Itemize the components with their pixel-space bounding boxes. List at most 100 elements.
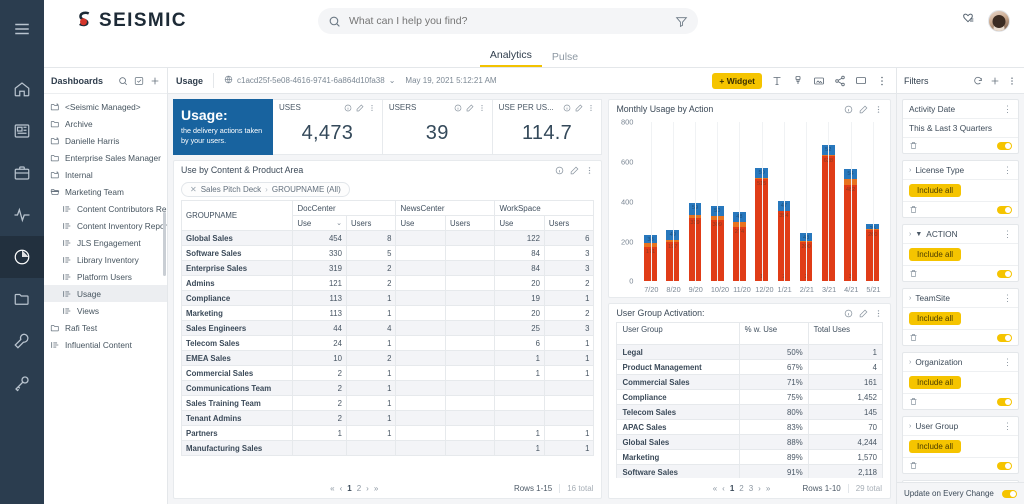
pager-last[interactable]: » (765, 483, 771, 493)
tab-pulse[interactable]: Pulse (551, 51, 579, 63)
filter-card-header[interactable]: › ▼ ACTION ⋮ (903, 225, 1018, 244)
add-icon[interactable] (150, 76, 160, 86)
pager-first[interactable]: « (712, 483, 718, 493)
info-icon[interactable] (563, 104, 571, 112)
chevron-right-icon[interactable]: › (909, 166, 912, 174)
update-on-change-toggle[interactable] (1002, 489, 1017, 498)
text-icon[interactable] (771, 75, 783, 87)
table-row[interactable]: Enterprise Sales 319 2 84 3 (180, 260, 595, 276)
info-icon[interactable] (344, 104, 352, 112)
pulse-icon[interactable] (0, 194, 44, 236)
filter-toggle[interactable] (997, 397, 1012, 406)
pager-prev[interactable]: ‹ (339, 483, 343, 493)
chevron-right-icon[interactable]: › (909, 422, 912, 430)
filter-pill[interactable]: Include all (909, 440, 962, 453)
col-workspace[interactable]: WorkSpace (494, 200, 595, 216)
table-row[interactable]: Manufacturing Sales 1 1 (180, 440, 595, 456)
table-row[interactable]: Marketing 113 1 20 2 (180, 305, 595, 321)
home-icon[interactable] (0, 68, 44, 110)
edit-icon[interactable] (356, 104, 364, 112)
col-pct-with-use[interactable]: % w. Use (738, 322, 809, 346)
more-icon[interactable] (874, 309, 883, 318)
chevron-right-icon[interactable]: › (909, 294, 912, 302)
edit-list-icon[interactable] (134, 76, 144, 86)
sort-caret-icon[interactable]: ⌄ (336, 219, 342, 227)
wrench-icon[interactable] (0, 320, 44, 362)
col-doccenter[interactable]: DocCenter (292, 200, 397, 216)
more-icon[interactable] (1007, 76, 1017, 86)
filter-card-header[interactable]: › Organization ⋮ (903, 353, 1018, 372)
table-row[interactable]: Software Sales 91% 2,118 (616, 464, 884, 478)
table-row[interactable]: Legal 50% 1 (616, 344, 884, 361)
pager-page-2[interactable]: 2 (356, 483, 362, 493)
more-icon[interactable]: ⋮ (1003, 103, 1012, 114)
table-row[interactable]: Commercial Sales 71% 161 (616, 374, 884, 391)
dashboard-guid[interactable]: c1acd25f-5e08-4616-9741-6a864d10fa38 ⌄ (224, 75, 395, 86)
more-icon[interactable]: ⋮ (1003, 164, 1012, 175)
col-workspace-use[interactable]: Use (494, 215, 545, 231)
table-row[interactable]: Compliance 113 1 19 1 (180, 290, 595, 306)
table-row[interactable]: Commercial Sales 2 1 1 1 (180, 365, 595, 381)
seismic-logo[interactable]: SEISMIC (76, 10, 187, 32)
table-row[interactable]: Tenant Admins 2 1 (180, 410, 595, 426)
trash-icon[interactable] (909, 269, 918, 278)
trash-icon[interactable] (909, 461, 918, 470)
filter-pill[interactable]: Include all (909, 248, 962, 261)
dashboards-scrollbar[interactable] (163, 212, 166, 276)
global-search[interactable] (317, 8, 698, 34)
tab-analytics[interactable]: Analytics (479, 49, 542, 67)
filter-card-header[interactable]: › TeamSite ⋮ (903, 289, 1018, 308)
add-icon[interactable] (990, 76, 1000, 86)
col-groupname[interactable]: GROUPNAME (180, 200, 294, 231)
sidebar-item-content-contributors-report[interactable]: Content Contributors Rep... (44, 200, 167, 217)
table-row[interactable]: Partners 1 1 1 1 (180, 425, 595, 441)
sidebar-item-rafi-test[interactable]: Rafi Test (44, 319, 167, 336)
edit-icon[interactable] (575, 104, 583, 112)
pager-last[interactable]: » (373, 483, 379, 493)
pager-page-2[interactable]: 2 (739, 483, 744, 493)
filter-card-header[interactable]: Activity Date ⋮ (903, 100, 1018, 119)
table-row[interactable]: Telecom Sales 24 1 6 1 (180, 335, 595, 351)
chevron-down-icon[interactable]: ⌄ (388, 76, 396, 85)
filter-toggle[interactable] (997, 141, 1012, 150)
more-icon[interactable] (587, 104, 595, 112)
info-icon[interactable] (555, 166, 564, 175)
more-icon[interactable]: ⋮ (1003, 356, 1012, 367)
sidebar-item-seismic-managed[interactable]: <Seismic Managed> (44, 98, 167, 115)
sidebar-item-influential-content[interactable]: Influential Content (44, 336, 167, 353)
chart-bar[interactable]: 59 319 (688, 122, 702, 282)
col-doccenter-users[interactable]: Users (345, 215, 397, 231)
col-newscenter-use[interactable]: Use (395, 215, 446, 231)
filter-pill[interactable]: Include all (909, 312, 962, 325)
pager-first[interactable]: « (330, 483, 335, 493)
trash-icon[interactable] (909, 333, 918, 342)
more-icon[interactable] (876, 75, 888, 87)
pager-next[interactable]: › (758, 483, 761, 493)
table-row[interactable]: Communications Team 2 1 (180, 380, 595, 396)
col-user-group[interactable]: User Group (616, 322, 740, 346)
filter-icon[interactable] (675, 15, 688, 28)
trash-icon[interactable] (909, 205, 918, 214)
sidebar-item-usage[interactable]: Usage (44, 285, 167, 302)
table-row[interactable]: Telecom Sales 80% 145 (616, 404, 884, 421)
edit-icon[interactable] (859, 309, 868, 318)
col-workspace-users[interactable]: Users (543, 215, 595, 231)
pager-next[interactable]: › (366, 483, 369, 493)
pager-page-1[interactable]: 1 (347, 483, 352, 493)
col-total-uses[interactable]: Total Uses (807, 322, 884, 346)
filter-toggle[interactable] (997, 205, 1012, 214)
chart-bar[interactable]: 50 309 (710, 122, 724, 282)
sidebar-item-platform-users[interactable]: Platform Users (44, 268, 167, 285)
table-row[interactable]: Marketing 89% 1,570 (616, 449, 884, 466)
table-row[interactable]: EMEA Sales 10 2 1 1 (180, 350, 595, 366)
more-icon[interactable] (368, 104, 376, 112)
chevron-right-icon[interactable]: › (909, 230, 912, 238)
image-icon[interactable] (813, 75, 825, 87)
info-icon[interactable] (844, 309, 853, 318)
table-row[interactable]: Sales Training Team 2 1 (180, 395, 595, 411)
add-widget-button[interactable]: + Widget (712, 72, 762, 89)
info-icon[interactable] (454, 104, 462, 112)
pager-page-3[interactable]: 3 (748, 483, 754, 493)
trash-icon[interactable] (909, 141, 918, 150)
analytics-pie-icon[interactable] (0, 236, 44, 278)
